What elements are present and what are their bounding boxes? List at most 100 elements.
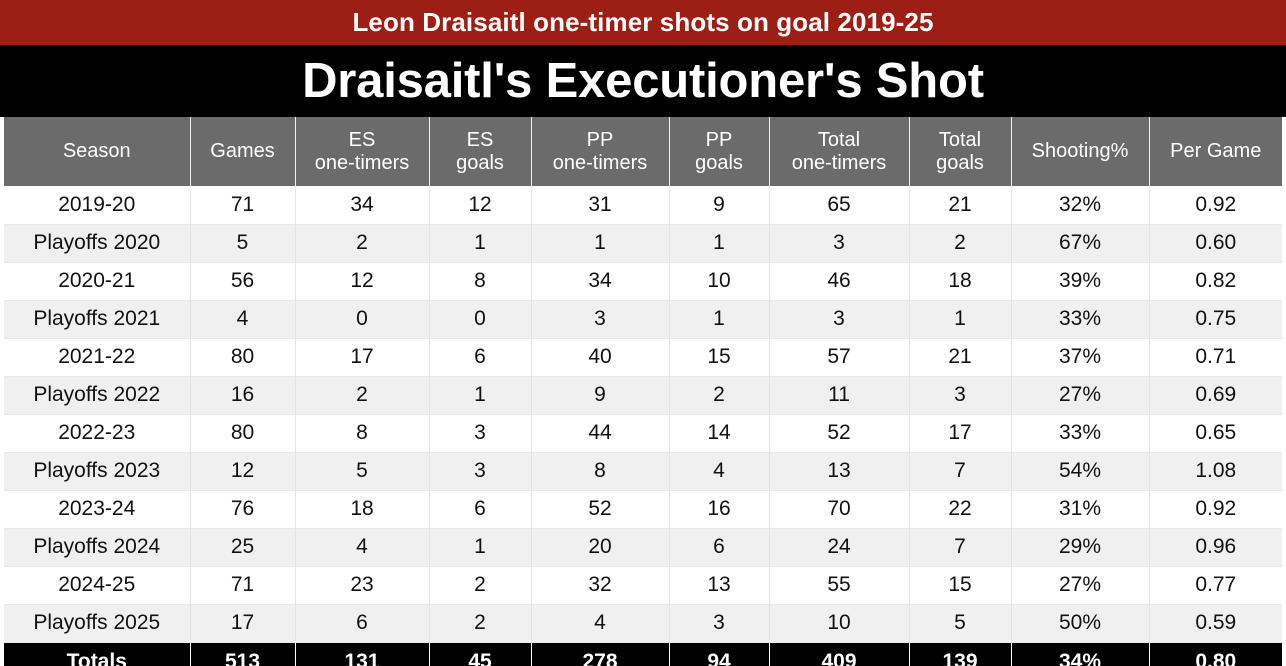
cell-games: 12 <box>190 452 296 491</box>
cell-games: 25 <box>190 528 296 567</box>
cell-pp-one-timers: 34 <box>531 262 670 301</box>
totals-row: Totals 513 131 45 278 94 409 139 34% 0.8… <box>4 642 1282 666</box>
cell-games: 71 <box>190 186 296 225</box>
cell-es-one-timers: 6 <box>295 604 430 643</box>
cell-per-game: 0.82 <box>1149 262 1282 301</box>
cell-total-one-timers: 13 <box>769 452 910 491</box>
cell-es-one-timers: 18 <box>295 490 430 529</box>
cell-total-one-timers: 24 <box>769 528 910 567</box>
cell-pp-one-timers: 20 <box>531 528 670 567</box>
cell-total-one-timers: 10 <box>769 604 910 643</box>
cell-pp-goals: 10 <box>669 262 770 301</box>
cell-total-one-timers: 65 <box>769 186 910 225</box>
cell-shooting-pct: 33% <box>1011 300 1150 339</box>
cell-per-game: 0.92 <box>1149 186 1282 225</box>
cell-total-one-timers: 57 <box>769 338 910 377</box>
cell-es-one-timers: 17 <box>295 338 430 377</box>
cell-total-goals: 17 <box>909 414 1012 453</box>
stats-table: Season Games ES one-timers ES goals <box>4 117 1282 666</box>
cell-games: 4 <box>190 300 296 339</box>
cell-shooting-pct: 39% <box>1011 262 1150 301</box>
table-row: Playoffs 2025 17 6 2 4 3 10 5 50% 0.59 <box>4 604 1282 643</box>
totals-cell-total-goals: 139 <box>909 642 1012 666</box>
totals-cell-shooting-pct: 34% <box>1011 642 1150 666</box>
column-header-pp-goals: PP goals <box>669 117 770 186</box>
cell-pp-one-timers: 52 <box>531 490 670 529</box>
cell-pp-goals: 16 <box>669 490 770 529</box>
cell-pp-goals: 2 <box>669 376 770 415</box>
cell-per-game: 0.65 <box>1149 414 1282 453</box>
cell-per-game: 0.77 <box>1149 566 1282 605</box>
cell-total-one-timers: 55 <box>769 566 910 605</box>
cell-es-one-timers: 2 <box>295 376 430 415</box>
totals-cell-pp-one-timers: 278 <box>531 642 670 666</box>
cell-shooting-pct: 27% <box>1011 376 1150 415</box>
cell-total-one-timers: 11 <box>769 376 910 415</box>
totals-cell-es-goals: 45 <box>429 642 532 666</box>
column-header-shooting-pct: Shooting% <box>1011 117 1150 186</box>
cell-shooting-pct: 50% <box>1011 604 1150 643</box>
cell-season: Playoffs 2020 <box>4 224 191 263</box>
cell-es-one-timers: 0 <box>295 300 430 339</box>
cell-pp-one-timers: 4 <box>531 604 670 643</box>
cell-pp-one-timers: 40 <box>531 338 670 377</box>
cell-shooting-pct: 27% <box>1011 566 1150 605</box>
cell-total-one-timers: 52 <box>769 414 910 453</box>
page-title: Draisaitl's Executioner's Shot <box>302 54 984 108</box>
cell-pp-one-timers: 3 <box>531 300 670 339</box>
stats-table-container: Season Games ES one-timers ES goals <box>0 117 1286 666</box>
cell-games: 71 <box>190 566 296 605</box>
cell-games: 5 <box>190 224 296 263</box>
table-body: 2019-20 71 34 12 31 9 65 21 32% 0.92 Playoffs 2020… <box>4 186 1282 643</box>
cell-shooting-pct: 37% <box>1011 338 1150 377</box>
column-header-total-goals: Total goals <box>909 117 1012 186</box>
cell-shooting-pct: 31% <box>1011 490 1150 529</box>
table-row: Playoffs 2021 4 0 0 3 1 3 1 33% 0.75 <box>4 300 1282 339</box>
cell-shooting-pct: 67% <box>1011 224 1150 263</box>
cell-pp-goals: 13 <box>669 566 770 605</box>
cell-es-one-timers: 4 <box>295 528 430 567</box>
cell-es-goals: 1 <box>429 224 532 263</box>
cell-season: Playoffs 2025 <box>4 604 191 643</box>
cell-pp-goals: 15 <box>669 338 770 377</box>
cell-total-goals: 21 <box>909 186 1012 225</box>
cell-games: 17 <box>190 604 296 643</box>
cell-games: 76 <box>190 490 296 529</box>
cell-games: 16 <box>190 376 296 415</box>
cell-season: 2024-25 <box>4 566 191 605</box>
cell-pp-goals: 14 <box>669 414 770 453</box>
cell-per-game: 0.71 <box>1149 338 1282 377</box>
cell-es-goals: 1 <box>429 376 532 415</box>
cell-games: 80 <box>190 414 296 453</box>
cell-total-one-timers: 46 <box>769 262 910 301</box>
cell-total-goals: 18 <box>909 262 1012 301</box>
cell-per-game: 0.75 <box>1149 300 1282 339</box>
subtitle-banner: Leon Draisaitl one-timer shots on goal 2… <box>0 0 1286 45</box>
cell-games: 80 <box>190 338 296 377</box>
cell-pp-goals: 3 <box>669 604 770 643</box>
table-row: 2024-25 71 23 2 32 13 55 15 27% 0.77 <box>4 566 1282 605</box>
cell-pp-goals: 1 <box>669 224 770 263</box>
cell-pp-one-timers: 31 <box>531 186 670 225</box>
column-header-es-goals: ES goals <box>429 117 532 186</box>
cell-shooting-pct: 29% <box>1011 528 1150 567</box>
totals-cell-season: Totals <box>4 642 191 666</box>
cell-season: 2021-22 <box>4 338 191 377</box>
table-row: 2022-23 80 8 3 44 14 52 17 33% 0.65 <box>4 414 1282 453</box>
cell-es-goals: 8 <box>429 262 532 301</box>
cell-es-goals: 1 <box>429 528 532 567</box>
cell-season: Playoffs 2023 <box>4 452 191 491</box>
totals-cell-games: 513 <box>190 642 296 666</box>
cell-per-game: 0.59 <box>1149 604 1282 643</box>
cell-total-goals: 3 <box>909 376 1012 415</box>
column-header-season: Season <box>4 117 191 186</box>
column-header-total-one-timers: Total one-timers <box>769 117 910 186</box>
totals-cell-es-one-timers: 131 <box>295 642 430 666</box>
cell-es-one-timers: 8 <box>295 414 430 453</box>
cell-games: 56 <box>190 262 296 301</box>
subtitle-text: Leon Draisaitl one-timer shots on goal 2… <box>352 7 934 37</box>
cell-shooting-pct: 32% <box>1011 186 1150 225</box>
totals-cell-pp-goals: 94 <box>669 642 770 666</box>
cell-total-one-timers: 3 <box>769 300 910 339</box>
